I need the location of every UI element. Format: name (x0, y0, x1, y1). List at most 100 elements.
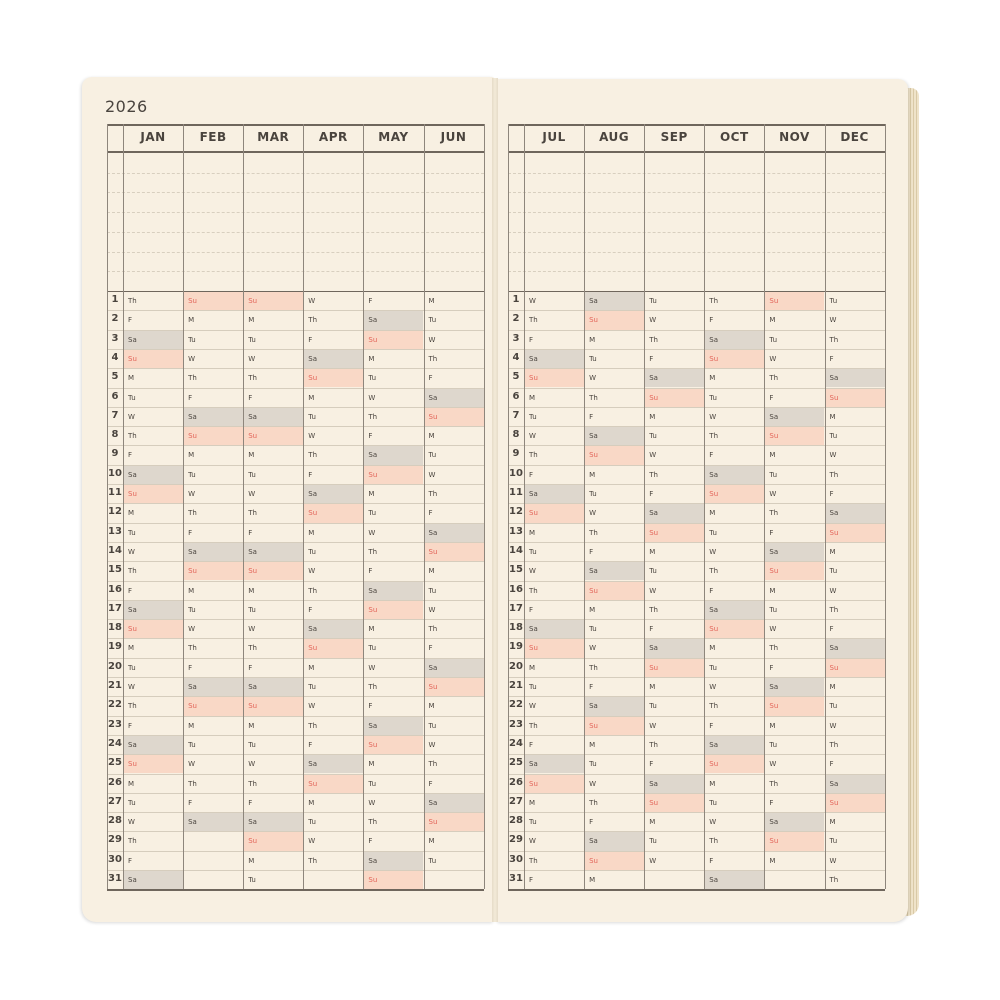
day-row (508, 831, 885, 850)
day-cell: Sa (705, 600, 765, 620)
day-cell: Tu (188, 470, 196, 479)
day-cell: Sa (304, 755, 364, 774)
day-cell: Sa (645, 639, 705, 658)
note-line (107, 212, 484, 214)
day-row (508, 754, 885, 773)
day-row (508, 812, 885, 831)
day-number: 14 (108, 544, 122, 556)
day-cell: Th (428, 760, 438, 769)
day-cell: Su (424, 813, 484, 832)
day-cell: M (128, 374, 135, 383)
day-number: 25 (509, 757, 523, 769)
day-row (107, 599, 484, 619)
day-row (508, 541, 885, 561)
day-cell: Th (649, 605, 658, 614)
note-line (508, 251, 885, 253)
day-cell: M (709, 644, 716, 653)
column-divider (243, 124, 245, 890)
day-cell: Su (424, 542, 484, 562)
day-cell: Th (188, 644, 197, 653)
day-cell: Su (364, 871, 424, 890)
day-cell: W (649, 721, 657, 730)
day-cell: Th (128, 837, 137, 846)
day-cell: Tu (529, 683, 537, 691)
day-cell: Th (529, 856, 538, 865)
day-row (107, 619, 484, 638)
day-cell: Su (765, 697, 825, 716)
day-cell: Sa (124, 465, 184, 484)
day-cell: Tu (248, 740, 256, 749)
day-cell: Su (585, 716, 645, 735)
day-number: 16 (509, 583, 523, 595)
day-cell: F (248, 528, 253, 537)
day-cell: F (128, 316, 133, 325)
day-cell: F (649, 760, 654, 769)
day-row (508, 329, 885, 349)
day-cell: F (589, 412, 594, 421)
day-cell: F (308, 740, 313, 749)
day-cell: F (529, 740, 534, 749)
day-cell: W (188, 490, 196, 498)
day-cell: M (248, 856, 255, 865)
day-cell: Th (589, 528, 598, 537)
month-header: FEB (199, 130, 227, 144)
day-cell: Su (525, 369, 585, 388)
day-cell: Sa (244, 542, 304, 562)
day-cell: W (248, 490, 256, 498)
day-cell: Th (529, 316, 538, 325)
day-cell: W (308, 297, 316, 305)
day-cell: Tu (248, 876, 256, 884)
day-row (107, 406, 484, 426)
day-cell: Sa (424, 523, 484, 542)
day-row (107, 677, 484, 696)
day-cell: Th (769, 644, 779, 653)
day-row (508, 291, 885, 310)
day-row (107, 426, 484, 445)
day-cell: Tu (188, 335, 196, 344)
day-cell: F (368, 297, 373, 305)
day-cell: Su (825, 388, 885, 407)
day-cell: Tu (428, 721, 437, 730)
day-number: 4 (512, 351, 520, 363)
day-row (107, 464, 484, 484)
day-cell: F (248, 393, 253, 402)
day-cell: Tu (128, 528, 136, 537)
day-cell: W (769, 354, 777, 363)
day-number: 20 (509, 660, 523, 672)
day-cell: F (529, 876, 534, 884)
day-cell: W (709, 547, 717, 556)
day-row (107, 657, 484, 677)
day-cell: M (128, 779, 135, 788)
day-cell: W (368, 393, 376, 402)
day-number: 12 (509, 506, 523, 518)
day-cell: M (649, 818, 656, 827)
day-cell: Th (308, 721, 318, 730)
day-row (107, 329, 484, 349)
day-cell: Tu (769, 605, 778, 614)
day-cell: W (128, 683, 135, 691)
day-cell: Tu (308, 818, 316, 827)
day-cell: Su (304, 504, 364, 523)
day-cell: Tu (368, 509, 377, 518)
day-cell: Tu (589, 760, 597, 769)
day-cell: F (529, 470, 534, 479)
day-cell: W (769, 490, 777, 498)
day-cell: Sa (525, 349, 585, 369)
day-cell: Sa (705, 465, 765, 484)
day-cell: F (709, 316, 714, 325)
day-cell: Tu (428, 451, 437, 460)
day-number: 18 (108, 622, 122, 634)
day-number: 23 (108, 718, 122, 730)
day-number: 7 (512, 409, 520, 421)
day-cell: Su (124, 620, 184, 639)
day-cell: M (428, 837, 435, 846)
day-cell: Su (244, 562, 304, 581)
day-cell: Tu (829, 567, 838, 576)
day-cell: M (428, 702, 435, 711)
day-cell: Tu (649, 297, 657, 305)
day-number: 30 (108, 853, 122, 865)
day-cell: F (188, 528, 193, 537)
day-cell: Su (124, 349, 184, 369)
day-cell: Th (368, 547, 378, 556)
day-number: 22 (108, 699, 122, 711)
